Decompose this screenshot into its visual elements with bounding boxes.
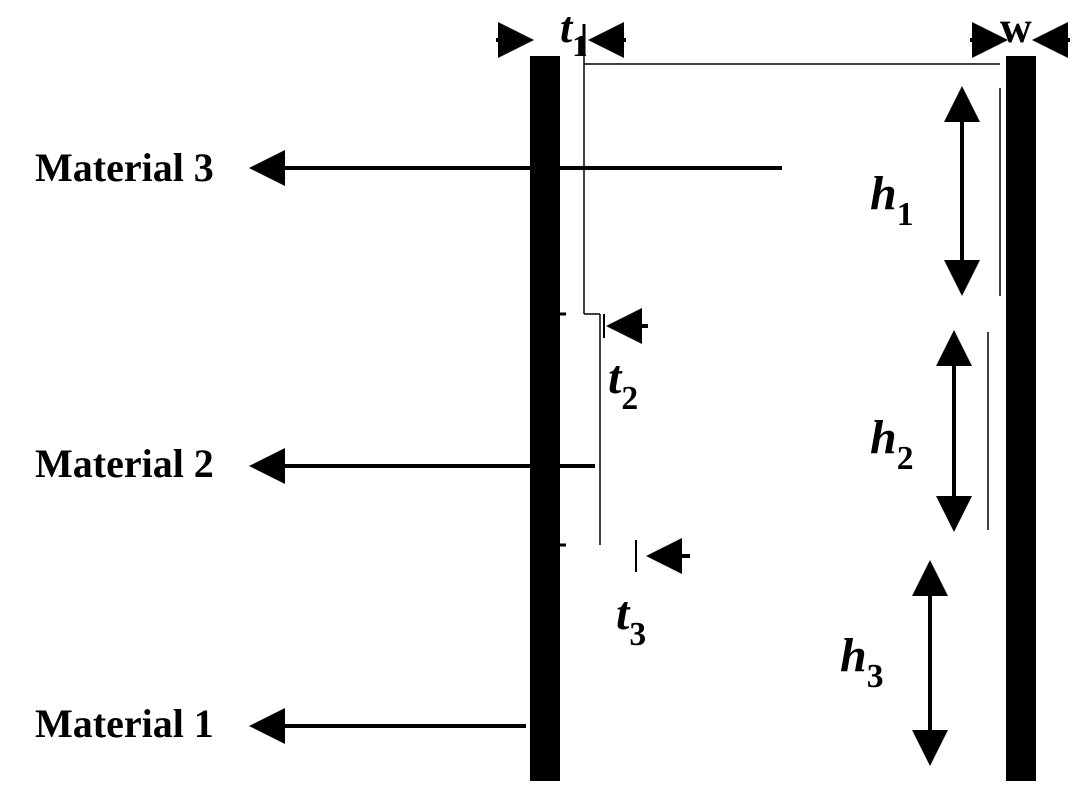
right-wall [1006, 56, 1036, 781]
material1-label: Material 1 [35, 700, 214, 747]
material2-label: Material 2 [35, 440, 214, 487]
t3-label: t3 [616, 586, 646, 649]
h2-label: h2 [870, 410, 914, 473]
t1-label: t1 [560, 2, 588, 60]
left-wall [530, 56, 560, 781]
h1-label: h1 [870, 166, 914, 229]
w-label: w [1000, 2, 1032, 53]
h3-label: h3 [840, 628, 884, 691]
t2-label: t2 [608, 350, 638, 413]
diagram-svg [0, 0, 1074, 803]
material3-label: Material 3 [35, 144, 214, 191]
